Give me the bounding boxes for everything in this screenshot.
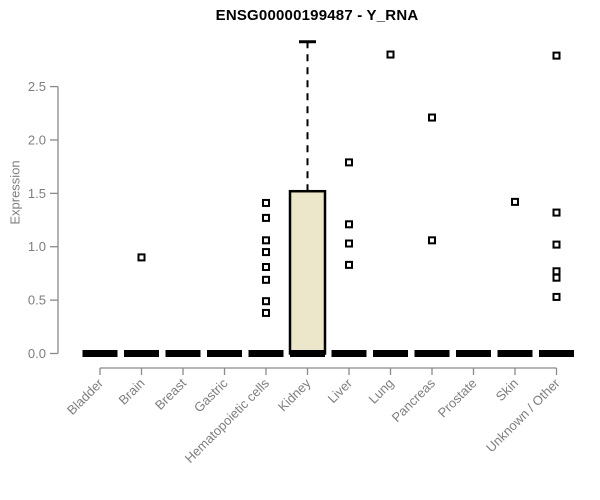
y-tick-label: 0.5 [28,293,46,308]
x-category-label: Unknown / Other [483,375,563,455]
outlier-point [552,292,561,301]
x-category-label: Prostate [435,376,480,421]
x-category-label: Skin [493,376,521,404]
outlier-point [552,51,561,60]
x-category-label: Kidney [275,375,314,414]
chart-title: ENSG00000199487 - Y_RNA [215,7,419,24]
outlier-point [428,113,436,122]
outlier-point [552,273,561,282]
collapsed-boxplot [82,350,118,357]
outlier-point [552,240,561,249]
outlier-point [552,267,561,276]
outlier-point [345,239,353,248]
collapsed-boxplot [373,350,408,357]
y-tick-label: 1.5 [28,186,46,201]
outlier-point [345,158,353,167]
outlier-point [511,197,519,206]
x-category-label: Bladder [64,375,107,418]
box [288,189,327,355]
y-tick-label: 1.0 [28,239,46,254]
outlier-point [262,236,270,245]
outlier-point [137,253,146,262]
collapsed-boxplot [207,350,242,357]
collapsed-boxplot [414,350,450,357]
collapsed-boxplot [539,350,574,357]
outlier-point [428,236,436,245]
outlier-point [386,50,395,59]
outlier-point [262,275,270,284]
collapsed-boxplot [331,350,367,357]
x-category-label: Gastric [191,375,231,415]
x-category-label: Pancreas [389,375,439,425]
collapsed-boxplot [497,350,533,357]
collapsed-boxplot [248,350,284,357]
x-category-label: Lung [366,376,397,407]
x-category-label: Breast [152,375,189,412]
outlier-point [345,260,353,269]
outlier-point [262,198,270,207]
outlier-point [262,213,270,222]
y-tick-label: 2.5 [28,79,46,94]
outlier-point [262,263,270,272]
x-category-label: Liver [325,375,356,406]
outlier-point [345,220,353,229]
outlier-point [262,297,270,306]
x-category-label: Brain [116,376,148,408]
collapsed-boxplot [165,350,201,357]
collapsed-boxplot [124,350,159,357]
outlier-point [552,208,561,217]
y-tick-label: 0.0 [28,346,46,361]
y-tick-label: 2.0 [28,132,46,147]
collapsed-boxplot [456,350,491,357]
outlier-point [262,308,270,317]
outlier-point [262,248,270,257]
median-line [290,350,325,357]
